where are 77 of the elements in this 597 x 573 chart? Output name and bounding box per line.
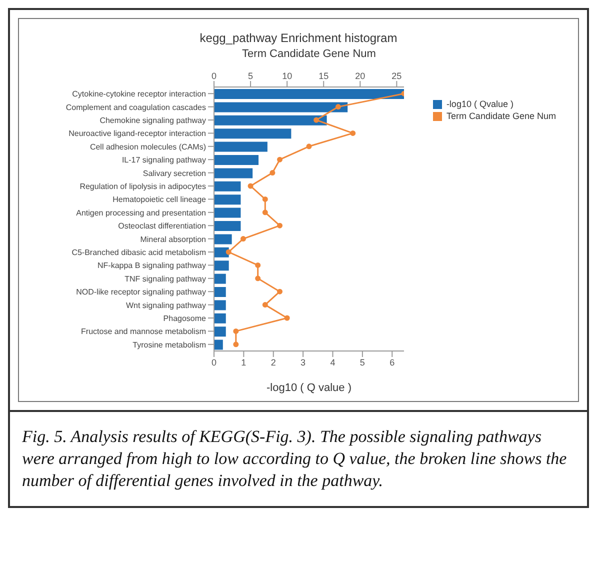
point [262, 210, 268, 216]
point [314, 117, 320, 123]
x-tick-label: 6 [390, 357, 395, 368]
y-tick-label: Chemokine signaling pathway [100, 116, 206, 125]
bar [214, 142, 268, 152]
caption: Fig. 5. Analysis results of KEGG(S-Fig. 3). The possible signaling pathways were arranged from high to low according to Q value, the broken line shows the number of differential genes involved in the pathway. [10, 410, 587, 506]
point [335, 104, 341, 110]
point [255, 276, 261, 282]
y-tick-label: NF-kappa B signaling pathway [97, 261, 206, 270]
y-tick-label: C5-Branched dibasic acid metabolism [72, 248, 206, 257]
x-tick-label: 1 [241, 357, 246, 368]
y-tick-label: TNF signaling pathway [124, 274, 206, 284]
bar [214, 168, 253, 178]
point [270, 170, 276, 176]
y-tick-label: Salivary secretion [142, 168, 206, 178]
point [226, 249, 232, 255]
bar [214, 326, 226, 337]
legend-label: Term Candidate Gene Num [445, 111, 556, 121]
bar [214, 181, 241, 192]
bar [214, 89, 404, 99]
x-tick-label: 2 [270, 357, 276, 368]
bar [214, 155, 259, 165]
bar [214, 234, 232, 244]
point [350, 130, 356, 136]
y-tick-label: Neuroactive ligand-receptor interaction [68, 129, 206, 138]
x-tick-label: 4 [330, 357, 336, 368]
x-tick-label: 0 [211, 357, 217, 368]
point [248, 183, 254, 189]
bar [214, 313, 226, 324]
point [262, 302, 268, 308]
point [277, 222, 283, 228]
y-tick-label: Wnt signaling pathway [126, 300, 206, 310]
point [284, 315, 290, 321]
y-tick-label: Fructose and mannose metabolism [81, 327, 206, 336]
bar [214, 115, 327, 126]
bar [214, 260, 229, 271]
y-tick-label: Antigen processing and presentation [76, 208, 206, 218]
x-tick-label: 5 [360, 357, 365, 368]
y-tick-label: Tyrosine metabolism [132, 340, 206, 350]
bar [214, 274, 226, 284]
bar [214, 128, 292, 139]
y-tick-label: Cytokine-cytokine receptor interaction [72, 90, 206, 99]
y-tick-label: Phagosome [163, 314, 207, 323]
x2-tick-label: 25 [392, 71, 402, 81]
x-axis-title: -log10 ( Q value ) [266, 382, 352, 394]
y-tick-label: IL-17 signaling pathway [122, 156, 206, 165]
bar [214, 221, 241, 231]
y-tick-label: Hematopoietic cell lineage [112, 195, 207, 204]
point [306, 144, 312, 150]
y-tick-label: Cell adhesion molecules (CAMs) [90, 142, 206, 152]
point [255, 262, 261, 268]
bar [214, 102, 348, 112]
x2-tick-label: 0 [211, 71, 217, 81]
legend-label: -log10 ( Qvalue ) [445, 99, 514, 109]
x2-tick-label: 10 [282, 71, 292, 81]
bar [214, 194, 241, 205]
y-tick-label: Complement and coagulation cascades [66, 102, 206, 112]
y-tick-label: Regulation of lipolysis in adipocytes [80, 182, 206, 191]
point [233, 328, 239, 334]
bar [214, 208, 241, 218]
x2-tick-label: 5 [248, 71, 254, 81]
point [240, 236, 246, 242]
x2-tick-label: 15 [318, 71, 329, 81]
bar [214, 340, 223, 350]
point [277, 156, 283, 162]
chart-title: kegg_pathway Enrichment histogram [198, 31, 398, 45]
x2-tick-label: 20 [355, 71, 366, 81]
x-tick-label: 3 [300, 357, 306, 368]
y-tick-label: Osteoclast differentiation [118, 222, 206, 231]
bar [214, 287, 226, 297]
point [262, 196, 268, 202]
point [233, 342, 239, 348]
y-tick-label: Mineral absorption [140, 234, 206, 244]
bar [214, 300, 226, 310]
point [277, 288, 283, 294]
y-tick-label: NOD-like receptor signaling pathway [76, 288, 206, 297]
x2-axis-title: Term Candidate Gene Num [242, 48, 376, 60]
